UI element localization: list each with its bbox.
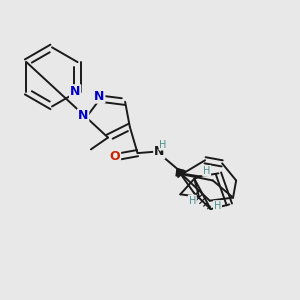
Text: H: H [159, 140, 167, 150]
Polygon shape [177, 169, 186, 177]
Text: O: O [110, 150, 120, 163]
Text: H: H [203, 166, 210, 176]
Text: N: N [70, 85, 80, 98]
Text: N: N [78, 109, 88, 122]
Text: H: H [214, 201, 221, 211]
Text: H: H [189, 196, 196, 206]
Polygon shape [176, 169, 184, 176]
Text: N: N [94, 90, 104, 103]
Text: N: N [154, 145, 164, 158]
